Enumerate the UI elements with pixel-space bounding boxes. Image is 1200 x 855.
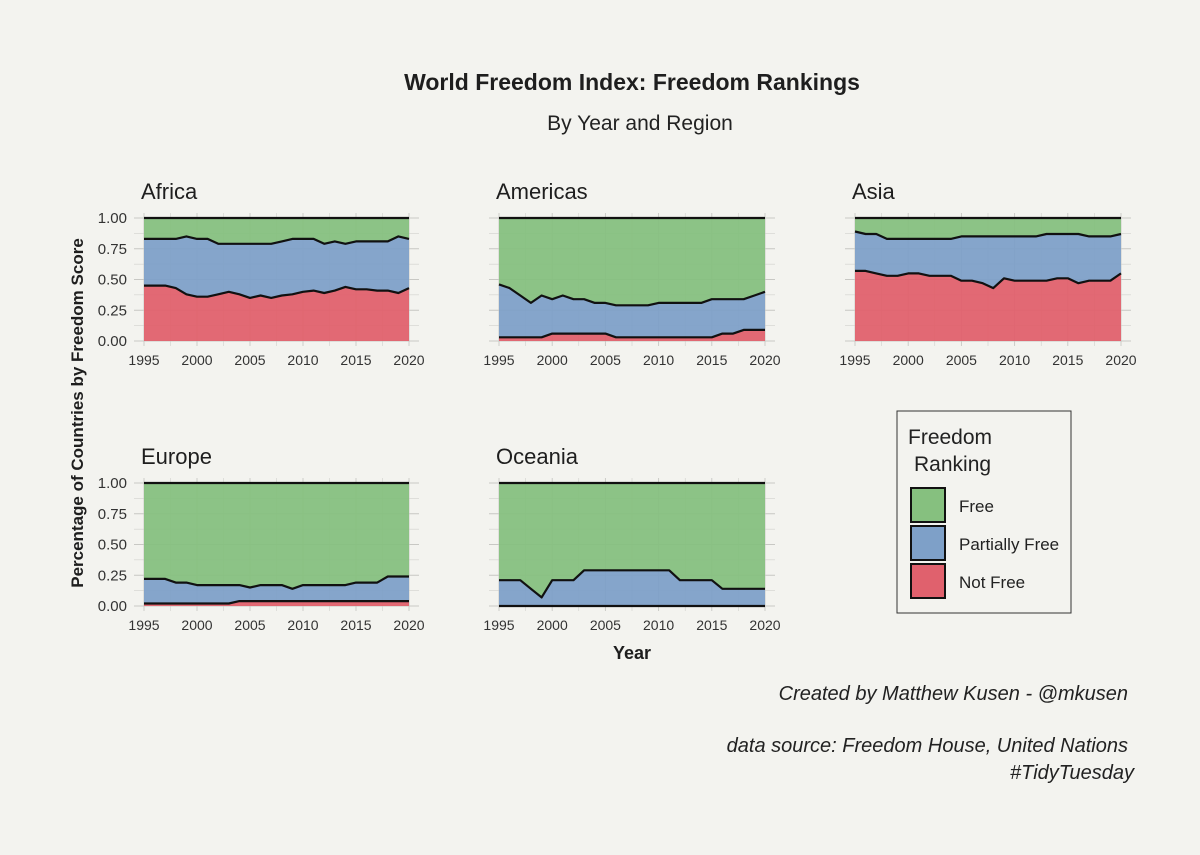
area-partially-free-europe	[144, 576, 409, 604]
x-tick-label: 2000	[537, 352, 568, 368]
x-tick-label: 1995	[128, 352, 159, 368]
x-tick-label: 2010	[643, 352, 674, 368]
y-tick-label: 0.75	[98, 241, 127, 258]
panel-title-africa: Africa	[141, 179, 198, 204]
area-free-africa	[144, 218, 409, 244]
panel-title-asia: Asia	[852, 179, 896, 204]
panel-title-americas: Americas	[496, 179, 588, 204]
x-tick-label: 2015	[696, 352, 727, 368]
x-tick-label: 1995	[483, 617, 514, 633]
x-tick-label: 2020	[749, 617, 780, 633]
area-free-americas	[499, 218, 765, 306]
panel-title-europe: Europe	[141, 444, 212, 469]
x-tick-label: 2000	[893, 352, 924, 368]
area-partially-free-africa	[144, 236, 409, 298]
line-partial-boundary-asia	[854, 230, 1122, 240]
x-tick-label: 2010	[643, 617, 674, 633]
y-tick-label: 0.00	[98, 598, 127, 615]
chart-subtitle: By Year and Region	[547, 112, 733, 135]
line-partial-boundary-americas	[498, 283, 766, 307]
panel-europe: Europe 1995 2000 2005 2010 2015 2020 0.00 0.25 0.…	[98, 444, 425, 633]
x-tick-label: 2015	[1052, 352, 1083, 368]
chart-title: World Freedom Index: Freedom Rankings	[404, 69, 860, 95]
line-notfree-boundary-africa	[144, 284, 410, 299]
line-partial-boundary-europe	[144, 575, 409, 590]
legend-title-line2: Ranking	[914, 453, 991, 476]
x-tick-label: 2005	[234, 352, 265, 368]
area-partially-free-americas	[499, 284, 765, 338]
x-tick-label: 2000	[181, 352, 212, 368]
y-tick-label: 0.00	[98, 333, 127, 350]
y-tick-label: 1.00	[98, 475, 127, 492]
line-partial-boundary-africa	[144, 235, 410, 245]
x-axis-label: Year	[613, 643, 651, 663]
y-tick-label: 0.50	[98, 537, 127, 554]
x-tick-label: 1995	[483, 352, 514, 368]
x-tick-label: 2010	[999, 352, 1030, 368]
x-tick-label: 2005	[234, 617, 265, 633]
area-not-free-asia	[855, 270, 1121, 341]
panel-asia: Asia 1995 2000 2005 2010 2015 2020	[839, 179, 1136, 368]
x-tick-label: 1995	[839, 352, 870, 368]
x-tick-label: 2010	[287, 617, 318, 633]
x-tick-label: 2005	[946, 352, 977, 368]
x-tick-label: 2005	[590, 617, 621, 633]
x-tick-label: 2015	[340, 352, 371, 368]
y-tick-label: 0.25	[98, 302, 127, 319]
legend-title-line1: Freedom	[908, 426, 992, 449]
area-free-europe	[144, 483, 409, 589]
legend-label-partially-free: Partially Free	[959, 535, 1059, 554]
x-tick-label: 2015	[696, 617, 727, 633]
x-tick-label: 1995	[128, 617, 159, 633]
panel-title-oceania: Oceania	[496, 444, 579, 469]
x-tick-label: 2000	[181, 617, 212, 633]
line-notfree-boundary-asia	[855, 269, 1122, 290]
area-free-oceania	[499, 483, 765, 598]
x-tick-label: 2020	[749, 352, 780, 368]
caption-hashtag: #TidyTuesday	[1010, 762, 1135, 784]
caption-source: data source: Freedom House, United Natio…	[727, 735, 1128, 757]
line-notfree-boundary-americas	[499, 328, 765, 339]
facet-panels: Africa 1995 2000 2005 2010 2015 2020 0.00 0.25 0.…	[98, 179, 1137, 633]
legend-swatch-not-free	[910, 563, 946, 599]
x-tick-label: 2010	[287, 352, 318, 368]
x-tick-label: 2020	[1105, 352, 1136, 368]
legend: Freedom Ranking Free Partially Free Not …	[896, 410, 1072, 614]
panel-oceania: Oceania 1995 2000 2005 2010 2015 2020	[483, 444, 780, 633]
area-partially-free-oceania	[499, 570, 765, 606]
legend-swatch-free	[910, 487, 946, 523]
x-tick-label: 2000	[537, 617, 568, 633]
x-tick-label: 2005	[590, 352, 621, 368]
area-not-free-europe	[144, 601, 409, 606]
x-tick-label: 2020	[393, 617, 424, 633]
panel-africa: Africa 1995 2000 2005 2010 2015 2020 0.00 0.25 0.…	[98, 179, 425, 368]
y-axis-label: Percentage of Countries by Freedom Score	[68, 238, 87, 588]
legend-label-free: Free	[959, 497, 994, 516]
legend-box	[896, 410, 1072, 614]
y-tick-label: 1.00	[98, 210, 127, 227]
line-partial-boundary-oceania	[499, 569, 765, 599]
area-not-free-africa	[144, 285, 409, 341]
x-tick-label: 2020	[393, 352, 424, 368]
y-tick-label: 0.50	[98, 272, 127, 289]
panel-americas: Americas 1995 2000 2005 2010 2015 2020	[483, 179, 780, 368]
caption-author: Created by Matthew Kusen - @mkusen	[779, 683, 1128, 705]
y-tick-label: 0.25	[98, 567, 127, 584]
line-notfree-boundary-europe	[144, 599, 409, 605]
legend-swatch-partially-free	[910, 525, 946, 561]
legend-label-not-free: Not Free	[959, 573, 1025, 592]
y-tick-label: 0.75	[98, 506, 127, 523]
x-tick-label: 2015	[340, 617, 371, 633]
